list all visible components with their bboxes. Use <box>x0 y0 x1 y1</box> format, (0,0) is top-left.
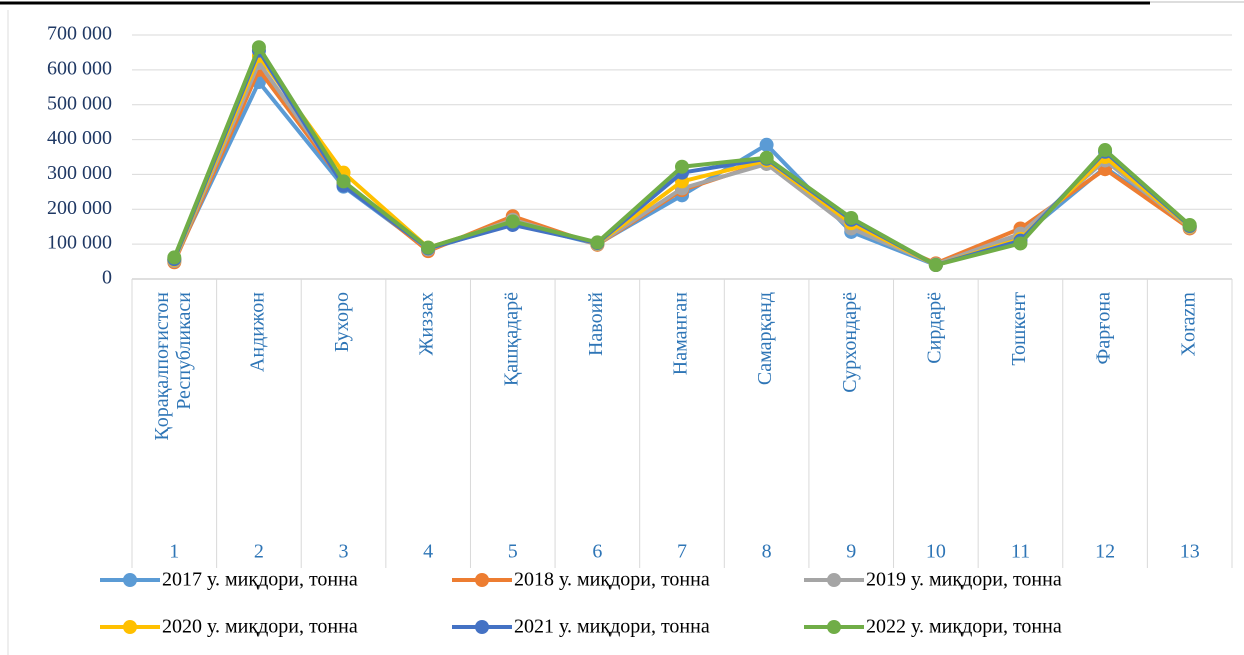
data-point <box>844 211 859 225</box>
x-tick-label: 7 <box>677 541 687 563</box>
x-tick-label: 1 <box>169 541 179 563</box>
legend-marker <box>827 573 841 587</box>
category-name: Сирдарё <box>923 292 945 364</box>
legend-marker <box>475 573 489 587</box>
x-tick-label: 11 <box>1011 541 1030 563</box>
category-name: Жиззах <box>416 292 438 356</box>
data-point <box>759 137 774 152</box>
x-tick-label: 6 <box>592 541 602 563</box>
data-point <box>421 240 436 255</box>
category-name: Наманган <box>670 292 692 376</box>
series-line <box>172 45 1192 268</box>
x-tick-label: 2 <box>254 541 264 563</box>
category-name: Сурхондарё <box>839 292 861 393</box>
category-name: Самарқанд <box>754 292 776 385</box>
legend-label: 2018 у. миқдори, тонна <box>514 569 710 591</box>
data-point <box>167 250 182 265</box>
y-tick-label: 400 000 <box>47 127 112 149</box>
data-point <box>336 174 351 189</box>
data-point <box>1182 217 1197 232</box>
category-name: Қорақалпоғистон <box>151 292 173 441</box>
data-point <box>251 40 266 55</box>
data-point <box>675 159 689 174</box>
x-tick-label: 3 <box>339 541 349 563</box>
data-point <box>505 214 520 229</box>
category-name: Фарғона <box>1093 292 1115 365</box>
y-tick-label: 200 000 <box>47 197 112 219</box>
legend-label: 2019 у. миқдори, тонна <box>866 569 1062 591</box>
category-name: Навоий <box>585 292 607 356</box>
data-point <box>928 258 943 273</box>
legend-label: 2022 у. миқдори, тонна <box>866 616 1062 638</box>
x-tick-label: 9 <box>846 541 856 563</box>
legend-label: 2017 у. миқдори, тонна <box>162 569 358 591</box>
data-point <box>759 150 774 165</box>
data-point <box>1098 143 1113 158</box>
y-tick-label: 700 000 <box>47 23 112 45</box>
legend-marker <box>123 620 137 634</box>
y-tick-label: 0 <box>102 267 112 289</box>
x-tick-label: 12 <box>1095 541 1115 563</box>
y-tick-label: 600 000 <box>47 57 112 79</box>
x-tick-label: 4 <box>423 541 433 563</box>
category-name: Бухоро <box>331 292 353 352</box>
legend-label: 2020 у. миқдори, тонна <box>162 616 358 638</box>
data-point <box>590 235 605 250</box>
data-point <box>1013 236 1028 251</box>
category-name: Андижон <box>247 292 269 372</box>
y-tick-label: 500 000 <box>47 92 112 114</box>
category-name: Тошкент <box>1008 292 1030 366</box>
category-name: Xorazm <box>1177 292 1199 357</box>
y-tick-label: 300 000 <box>47 162 112 184</box>
x-tick-label: 8 <box>762 541 772 563</box>
legend-marker <box>123 573 137 587</box>
category-name: Республикаси <box>173 292 195 410</box>
y-tick-label: 100 000 <box>47 232 112 254</box>
category-name: Қашқадарё <box>500 292 522 386</box>
x-tick-label: 13 <box>1180 541 1200 563</box>
legend-marker <box>827 620 841 634</box>
x-tick-label: 5 <box>508 541 518 563</box>
legend-marker <box>475 620 489 634</box>
legend-label: 2021 у. миқдори, тонна <box>514 616 710 638</box>
x-tick-label: 10 <box>926 541 946 563</box>
